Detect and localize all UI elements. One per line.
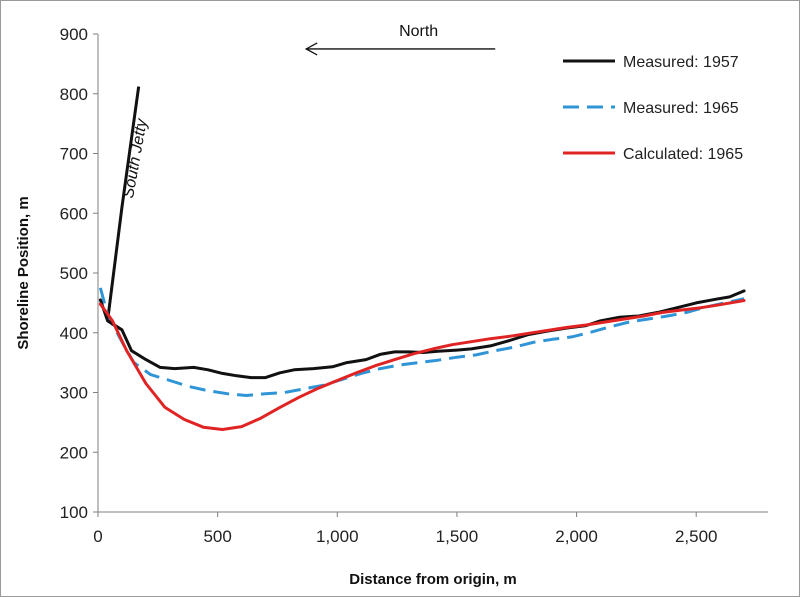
x-tick-label: 2,500 (675, 527, 718, 546)
y-tick-label: 600 (60, 204, 88, 223)
y-tick-label: 500 (60, 264, 88, 283)
tick-labels: 100 200 300 400 500 600 700 800 900 0 500 1,000 1,50… (60, 25, 718, 546)
north-arrow-head (304, 42, 318, 56)
legend: Measured: 1957 Measured: 1965 Calculated: … (563, 54, 743, 163)
annotations: South Jetty North (106, 23, 496, 321)
y-tick-label: 300 (60, 384, 88, 403)
x-tick-label: 500 (203, 527, 231, 546)
y-tick-label: 700 (60, 145, 88, 164)
series-line-measured-1957 (98, 289, 746, 380)
y-tick-label: 400 (60, 324, 88, 343)
series-lines (98, 287, 746, 431)
axes (93, 33, 768, 517)
y-tick-label: 800 (60, 85, 88, 104)
legend-label: Measured: 1957 (623, 54, 739, 71)
legend-label: Measured: 1965 (623, 100, 739, 117)
south-jetty-line (106, 86, 141, 321)
x-tick-label: 1,500 (436, 527, 479, 546)
y-axis-title: Shoreline Position, m (15, 196, 32, 349)
north-label: North (399, 23, 438, 40)
x-axis-title: Distance from origin, m (349, 571, 517, 588)
series-line-measured-1965 (98, 287, 745, 397)
x-tick-label: 1,000 (316, 527, 359, 546)
y-tick-label: 900 (60, 25, 88, 44)
series-line-calculated-1965 (98, 299, 746, 431)
south-jetty-label: South Jetty (120, 117, 151, 200)
x-tick-label: 0 (93, 527, 102, 546)
y-tick-label: 100 (60, 503, 88, 522)
y-tick-label: 200 (60, 443, 88, 462)
x-tick-label: 2,000 (555, 527, 598, 546)
legend-label: Calculated: 1965 (623, 146, 743, 163)
